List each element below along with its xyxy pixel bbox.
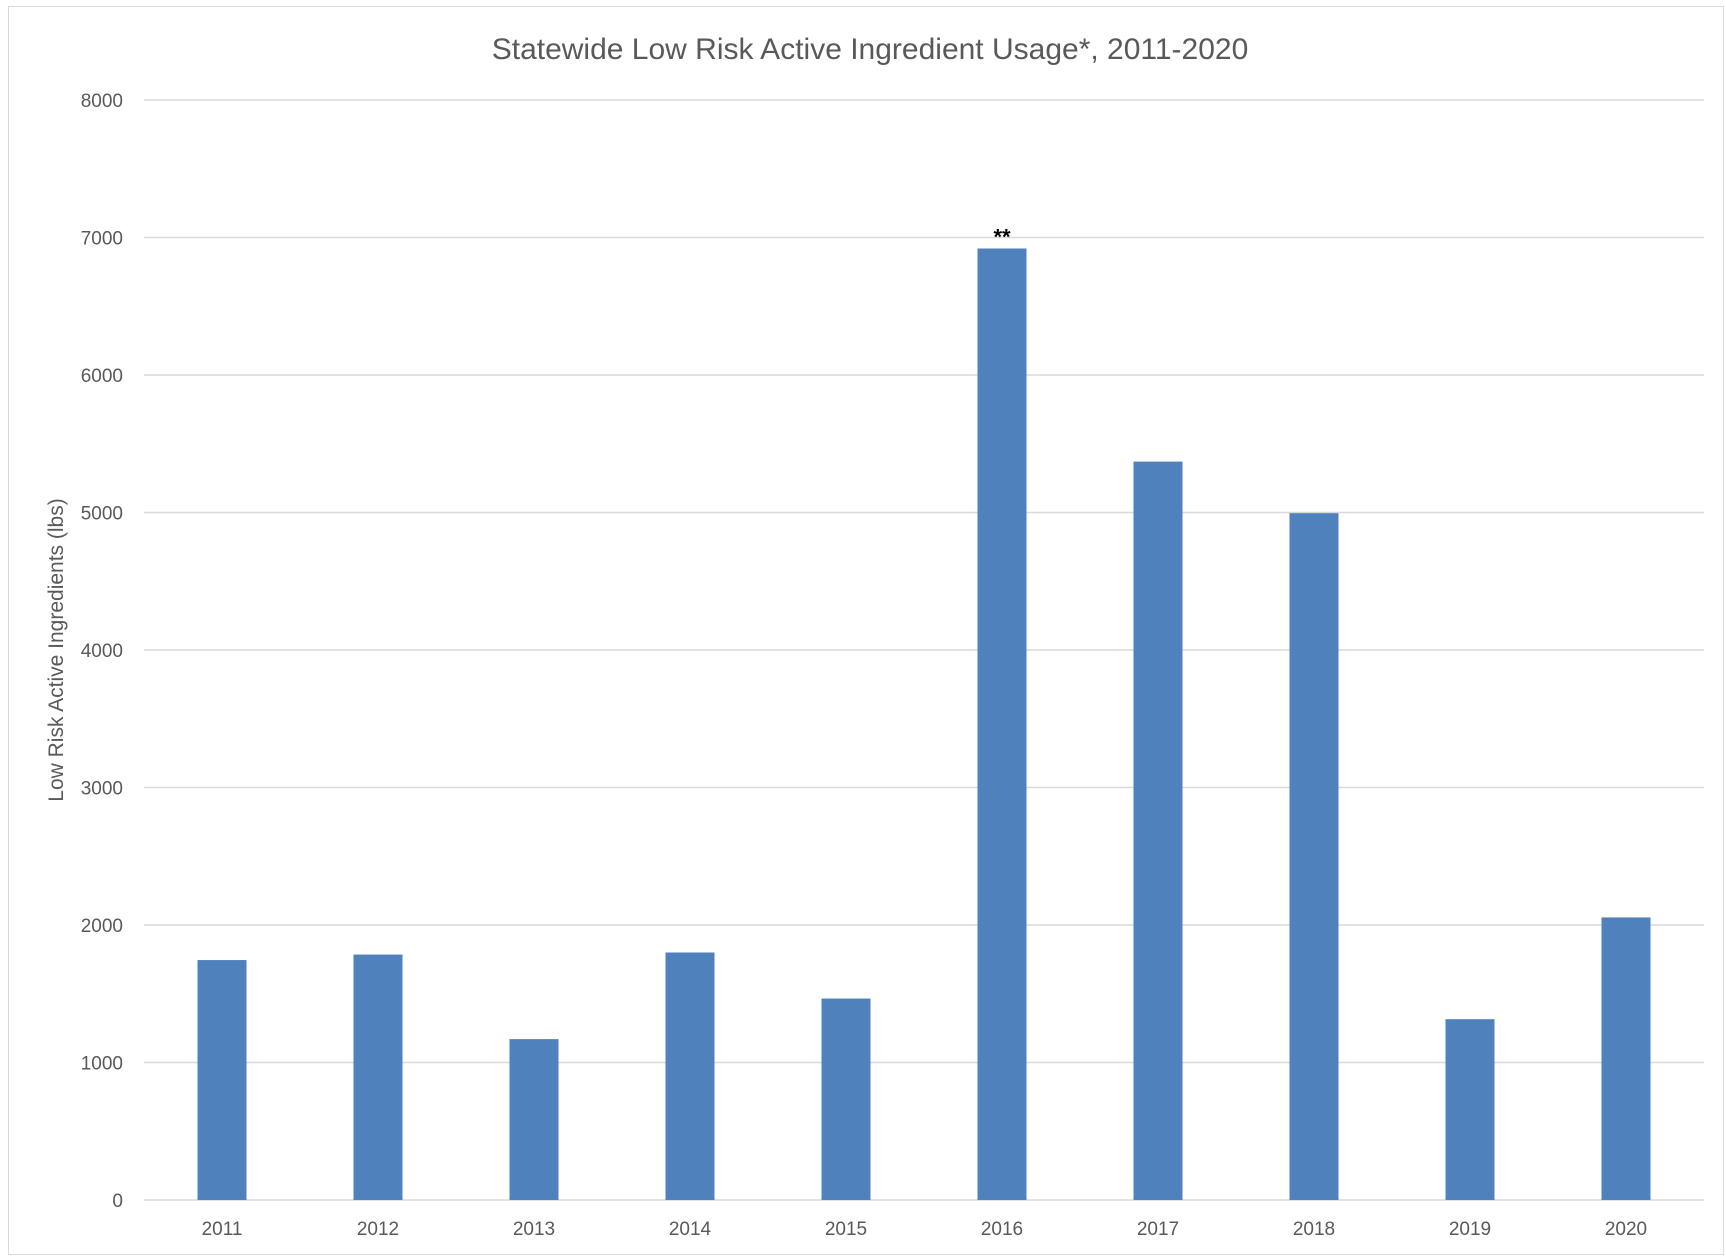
y-tick-label: 0 [112, 1191, 123, 1212]
y-tick-label: 6000 [81, 366, 123, 387]
bar-2012 [353, 954, 403, 1200]
bar-2014 [665, 952, 715, 1200]
x-tick-label: 2015 [825, 1219, 867, 1240]
y-axis-title: Low Risk Active Ingredients (lbs) [45, 498, 68, 801]
bars [197, 248, 1651, 1200]
x-tick-label: 2014 [669, 1219, 712, 1240]
bar-annotation: ** [993, 225, 1011, 250]
bar-2017 [1133, 461, 1183, 1200]
y-tick-label: 5000 [81, 504, 123, 525]
x-axis-ticks: 2011 2012 2013 2014 2015 2016 2017 2018 2019 2020 [202, 1219, 1648, 1240]
x-tick-label: 2018 [1293, 1219, 1335, 1240]
x-tick-label: 2016 [981, 1219, 1023, 1240]
x-tick-label: 2019 [1449, 1219, 1491, 1240]
y-tick-label: 4000 [81, 641, 123, 662]
chart-title: Statewide Low Risk Active Ingredient Usa… [492, 33, 1249, 66]
y-tick-label: 7000 [81, 229, 123, 250]
y-axis-ticks: 0 1000 2000 3000 4000 5000 6000 7000 8000 [81, 91, 123, 1212]
x-tick-label: 2020 [1605, 1219, 1647, 1240]
gridlines [144, 99, 1704, 1201]
x-tick-label: 2013 [513, 1219, 555, 1240]
bar-2020 [1601, 917, 1651, 1200]
bar-2016 [977, 248, 1027, 1200]
x-tick-label: 2011 [202, 1219, 243, 1240]
x-tick-label: 2012 [357, 1219, 399, 1240]
bar-2019 [1445, 1019, 1495, 1200]
y-tick-label: 2000 [81, 916, 123, 937]
y-tick-label: 8000 [81, 91, 123, 112]
bar-2011 [197, 960, 247, 1200]
bar-2013 [509, 1039, 559, 1200]
annotations: ** [993, 225, 1011, 250]
y-tick-label: 1000 [81, 1054, 123, 1075]
bar-2018 [1289, 513, 1339, 1200]
bar-2015 [821, 998, 871, 1200]
y-tick-label: 3000 [81, 779, 123, 800]
x-tick-label: 2017 [1137, 1219, 1179, 1240]
